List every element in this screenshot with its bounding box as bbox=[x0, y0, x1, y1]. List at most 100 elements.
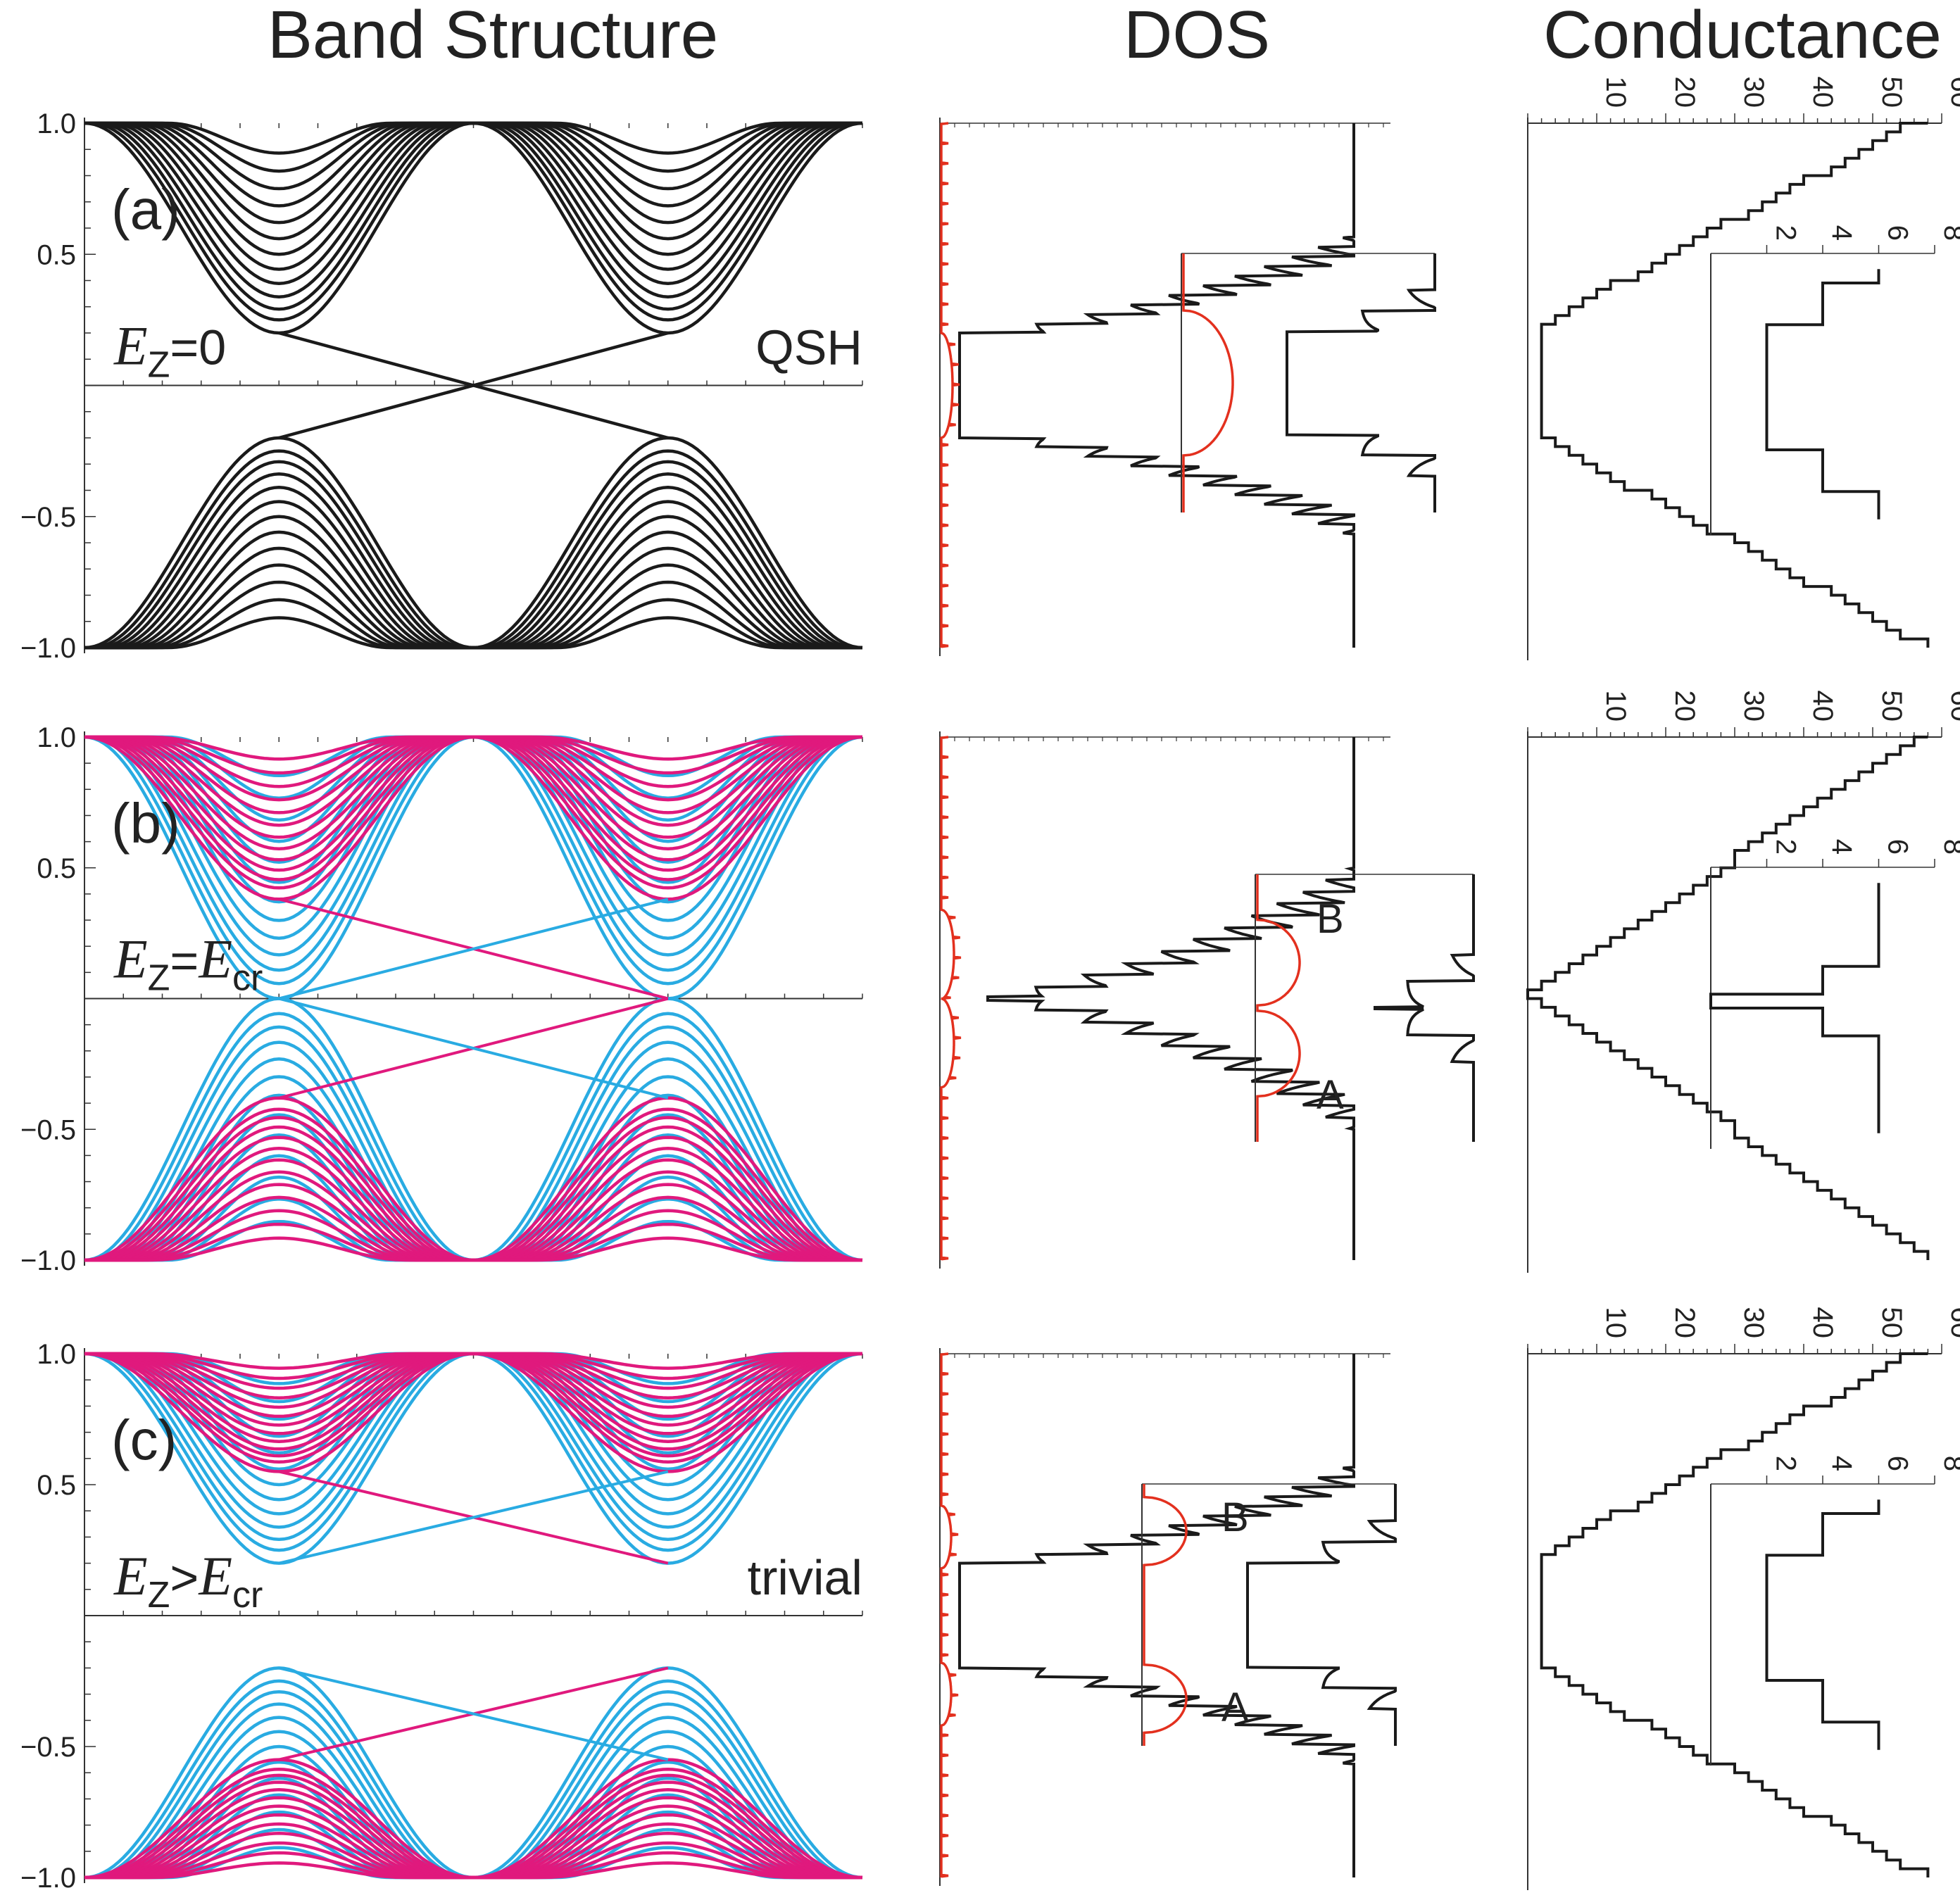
band-valence-line bbox=[84, 1768, 862, 1880]
dos-inset-label: A bbox=[1221, 1685, 1249, 1730]
dos-panel-1 bbox=[939, 118, 1436, 656]
dos-inset-edge-line bbox=[1256, 874, 1301, 1142]
conductance-tick-label: 10 bbox=[1600, 1307, 1631, 1339]
y-tick-label: 1.0 bbox=[37, 108, 76, 139]
y-tick-label: 0.5 bbox=[37, 239, 76, 270]
band-conduction-line bbox=[84, 1352, 862, 1370]
band-valence-line bbox=[84, 1222, 862, 1262]
energy-condition-sub2: cr bbox=[232, 1575, 263, 1616]
dos-inset-label: B bbox=[1221, 1495, 1249, 1540]
panel-label: (c) bbox=[111, 1409, 177, 1471]
conductance-tick-label: 60 bbox=[1945, 1307, 1960, 1339]
conductance-inset-line bbox=[1765, 1499, 1880, 1750]
dos-inset-label: A bbox=[1317, 1072, 1344, 1118]
dos-inset-total-line bbox=[1246, 1484, 1397, 1746]
column-title-band-structure: Band Structure bbox=[268, 0, 718, 73]
conductance-inset-tick-label: 2 bbox=[1771, 1456, 1802, 1471]
conductance-panel-1: 10 20 30 40 50 60 2 4 6 8 bbox=[1527, 77, 1960, 660]
energy-condition-sub: Z bbox=[148, 1575, 170, 1616]
y-tick-label: −1.0 bbox=[20, 633, 76, 664]
conductance-inset-tick-label: 4 bbox=[1826, 225, 1857, 241]
dos-edge-line bbox=[940, 736, 962, 1261]
conductance-line bbox=[1540, 1352, 1930, 1877]
band-conduction-line bbox=[84, 735, 862, 775]
y-tick-label: 0.5 bbox=[37, 853, 76, 884]
dos-total-line bbox=[958, 123, 1355, 648]
band-valence-line bbox=[84, 616, 862, 650]
dos-edge-line bbox=[940, 1352, 959, 1878]
y-tick-label: −0.5 bbox=[20, 1732, 76, 1763]
edge-state-line bbox=[278, 1666, 669, 1761]
conductance-inset-tick-label: 6 bbox=[1883, 839, 1914, 855]
conductance-tick-label: 40 bbox=[1807, 77, 1838, 108]
conductance-tick-label: 20 bbox=[1669, 1307, 1700, 1339]
energy-condition-rest: =0 bbox=[170, 320, 226, 375]
conductance-tick-label: 60 bbox=[1945, 77, 1960, 108]
dos-inset-edge-line bbox=[1143, 1484, 1188, 1746]
band-valence-line bbox=[84, 580, 862, 650]
dos-edge-line bbox=[940, 122, 960, 648]
conductance-line bbox=[1526, 736, 1930, 1260]
energy-condition-label: EZ=0 bbox=[113, 315, 226, 386]
energy-condition-label: EZ>Ecr bbox=[113, 1545, 263, 1616]
band-valence-line bbox=[84, 1236, 862, 1262]
y-tick-label: −0.5 bbox=[20, 1114, 76, 1145]
edge-state-line bbox=[278, 1470, 669, 1565]
conductance-tick-label: 50 bbox=[1876, 77, 1907, 108]
dos-inset-total-line bbox=[1374, 874, 1475, 1142]
conductance-line bbox=[1540, 122, 1930, 648]
conductance-inset-tick-label: 8 bbox=[1938, 1456, 1960, 1471]
band-valence-line bbox=[84, 1861, 862, 1880]
panel-label: (b) bbox=[111, 792, 180, 855]
conductance-tick-label: 30 bbox=[1738, 1307, 1769, 1339]
edge-state-line bbox=[278, 331, 669, 440]
conductance-inset-tick-label: 4 bbox=[1826, 1456, 1857, 1471]
plots: 1.00.5−0.5−1.0(a)EZ=0 QSH1.00.5−0.5−1.0(b… bbox=[20, 77, 1960, 1894]
band-conduction-line bbox=[84, 1352, 862, 1464]
band-conduction-line bbox=[84, 735, 862, 761]
band-structure-panel-b: 1.00.5−0.5−1.0(b)EZ=Ecr bbox=[20, 722, 863, 1276]
conductance-tick-label: 30 bbox=[1738, 691, 1769, 722]
conductance-panel-2: 10 20 30 40 50 60 2 4 6 8 bbox=[1526, 691, 1960, 1273]
conductance-inset-line bbox=[1709, 883, 1880, 1133]
dos-total-line bbox=[986, 737, 1355, 1260]
conductance-tick-label: 50 bbox=[1876, 691, 1907, 722]
band-conduction-line bbox=[84, 121, 862, 155]
conductance-inset-tick-label: 8 bbox=[1938, 225, 1960, 241]
column-title-conductance: Conductance bbox=[1543, 0, 1942, 73]
conductance-tick-label: 30 bbox=[1738, 77, 1769, 108]
conductance-inset-tick-label: 4 bbox=[1826, 839, 1857, 855]
energy-condition-main2: E bbox=[198, 1545, 232, 1606]
energy-condition-main2: E bbox=[198, 929, 232, 990]
conductance-tick-label: 50 bbox=[1876, 1307, 1907, 1339]
band-structure-panel-a: 1.0 0.5 −0.5 −1.0 (a) EZ=0 QSH bbox=[20, 108, 863, 664]
conductance-tick-label: 40 bbox=[1807, 691, 1838, 722]
band-structure-panel-c: 1.00.5−0.5−1.0(c)EZ>Ecr trivial bbox=[20, 1339, 863, 1894]
conductance-tick-label: 20 bbox=[1669, 77, 1700, 108]
conductance-inset-line bbox=[1765, 269, 1880, 520]
dos-inset-total-line bbox=[1286, 253, 1436, 512]
energy-condition-label: EZ=Ecr bbox=[113, 929, 263, 999]
conductance-inset-tick-label: 2 bbox=[1771, 225, 1802, 241]
conductance-tick-label: 10 bbox=[1600, 691, 1631, 722]
conductance-tick-label: 40 bbox=[1807, 1307, 1838, 1339]
phase-label: QSH bbox=[755, 320, 862, 375]
dos-inset-label: B bbox=[1317, 896, 1344, 942]
conductance-panel-3: 10 20 30 40 50 60 2 4 6 8 bbox=[1527, 1307, 1960, 1890]
energy-condition-rest: > bbox=[170, 1550, 199, 1605]
conductance-tick-label: 60 bbox=[1945, 691, 1960, 722]
dos-total-line bbox=[958, 1354, 1355, 1877]
energy-condition-rest: = bbox=[170, 933, 199, 988]
energy-condition-sub: Z bbox=[148, 345, 170, 386]
conductance-inset-tick-label: 6 bbox=[1883, 225, 1914, 241]
energy-condition-sub: Z bbox=[148, 958, 170, 999]
edge-state-line bbox=[278, 997, 669, 1100]
dos-panel-3: BA bbox=[939, 1348, 1397, 1886]
conductance-inset-tick-label: 8 bbox=[1938, 839, 1960, 855]
y-tick-label: 1.0 bbox=[37, 1339, 76, 1370]
y-tick-label: 0.5 bbox=[37, 1470, 76, 1501]
dos-panel-2: BA bbox=[939, 731, 1475, 1269]
y-tick-label: −0.5 bbox=[20, 502, 76, 533]
energy-condition-sub2: cr bbox=[232, 958, 263, 999]
